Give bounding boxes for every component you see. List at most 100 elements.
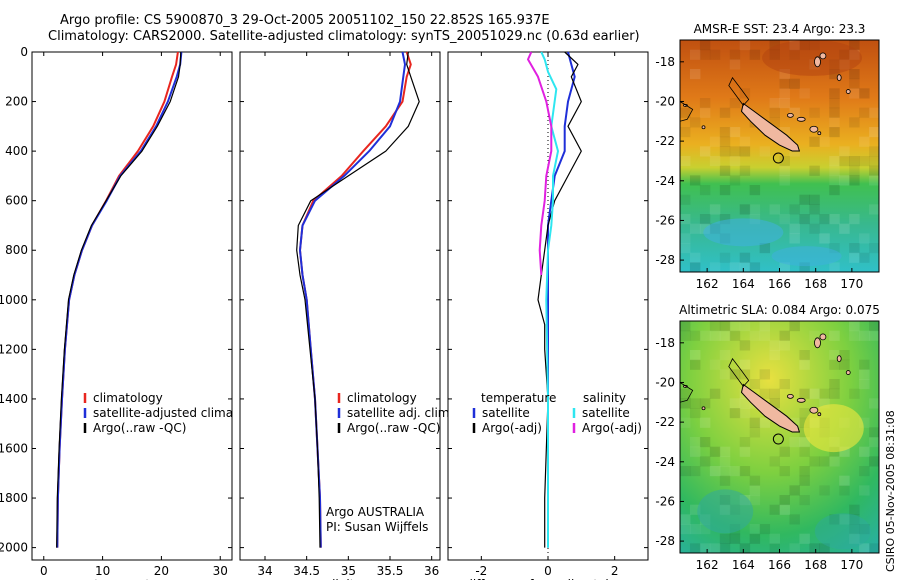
y-tick-label: -20: [655, 94, 675, 108]
y-tick-label: -22: [655, 134, 675, 148]
field-cell: [779, 495, 790, 506]
field-cell: [719, 146, 731, 157]
field-cell: [769, 40, 780, 51]
field-cell: [739, 136, 751, 147]
low-sla-patch: [697, 489, 754, 534]
field-cell: [749, 417, 761, 428]
field-cell: [729, 533, 741, 544]
field-cell: [869, 165, 879, 176]
y-tick-label: -24: [655, 174, 675, 188]
field-cell: [789, 107, 800, 118]
reef-outline: [680, 101, 694, 122]
field-cell: [749, 524, 761, 535]
field-cell: [739, 369, 751, 380]
legend-entry-temp-1: Argo(-adj): [482, 421, 542, 435]
field-cell: [769, 340, 780, 351]
field-cell: [749, 379, 761, 390]
field-cell: [749, 204, 761, 215]
field-cell: [859, 330, 870, 341]
x-tick-label: 35.5: [377, 564, 404, 578]
field-cell: [779, 69, 790, 80]
field-cell: [839, 49, 850, 60]
x-tick-label: 162: [696, 558, 719, 572]
legend-entry-temp-0: satellite: [482, 406, 530, 420]
small-island: [786, 112, 794, 118]
x-tick-label: 20: [154, 564, 169, 578]
field-cell: [789, 514, 800, 525]
field-cell: [799, 466, 810, 477]
field-cell: [849, 243, 860, 254]
field-cell: [689, 359, 701, 370]
island-new-caledonia: [740, 102, 801, 152]
legend-entry-2: Argo(..raw -QC): [347, 421, 440, 435]
small-island: [809, 406, 819, 414]
field-cell: [709, 204, 721, 215]
field-cell: [799, 262, 810, 272]
legend-entry-1: satellite adj. clim.: [347, 406, 453, 420]
field-cell: [869, 107, 879, 118]
field-cell: [849, 252, 860, 263]
field-cell: [829, 388, 840, 399]
figure-title-line2: Climatology: CARS2000. Satellite-adjuste…: [48, 29, 640, 44]
field-cell: [699, 49, 711, 60]
field-cell: [680, 321, 691, 332]
field-cell: [729, 127, 741, 138]
field-cell: [709, 49, 721, 60]
field-cell: [759, 388, 771, 399]
small-island: [822, 321, 827, 322]
field-cell: [789, 321, 800, 332]
field-cell: [719, 466, 731, 477]
field-cell: [739, 466, 751, 477]
field-cell: [699, 98, 711, 109]
field-cell: [839, 359, 850, 370]
field-cell: [799, 40, 810, 51]
field-cell: [769, 504, 780, 515]
field-cell: [829, 330, 840, 341]
high-sla-patch: [803, 404, 864, 453]
field-cell: [699, 543, 711, 553]
x-tick-label: 170: [840, 277, 863, 291]
field-cell: [739, 40, 751, 51]
field-cell: [829, 98, 840, 109]
y-tick-label: -28: [655, 253, 675, 267]
field-cell: [779, 379, 790, 390]
field-cell: [809, 543, 820, 553]
small-island: [822, 40, 827, 41]
field-cell: [779, 340, 790, 351]
field-cell: [719, 214, 731, 225]
y-tick-label: -24: [655, 455, 675, 469]
field-cell: [849, 330, 860, 341]
field-cell: [779, 88, 790, 99]
small-island: [814, 337, 821, 349]
legend-entry-0: climatology: [347, 391, 417, 405]
legend-entry-0: climatology: [93, 391, 163, 405]
salinity-x-axis-label: salinity: [318, 578, 361, 580]
argo-profile-marker: [772, 433, 784, 445]
field-cell: [689, 437, 701, 448]
small-island: [836, 74, 842, 82]
field-cell: [859, 466, 870, 477]
legend-header-temperature: temperature: [481, 391, 556, 405]
field-cell: [719, 330, 731, 341]
float-info-annotation: PI: Susan Wijffels: [326, 520, 428, 534]
field-cell: [749, 533, 761, 544]
field-cell: [809, 330, 820, 341]
field-cell: [709, 446, 721, 457]
field-cell: [849, 175, 860, 186]
field-cell: [859, 379, 870, 390]
field-cell: [689, 504, 701, 515]
legend-entry-1: satellite-adjusted climatology: [93, 406, 271, 420]
field-cell: [699, 214, 711, 225]
field-cell: [680, 398, 691, 409]
field-cell: [689, 466, 701, 477]
field-cell: [719, 127, 731, 138]
x-tick-label: 170: [840, 558, 863, 572]
field-cell: [859, 369, 870, 380]
y-tick-label: 1600: [0, 441, 28, 455]
field-cell: [729, 59, 741, 70]
field-cell: [680, 388, 691, 399]
field-cell: [680, 156, 691, 167]
field-cell: [829, 127, 840, 138]
field-cell: [809, 204, 820, 215]
